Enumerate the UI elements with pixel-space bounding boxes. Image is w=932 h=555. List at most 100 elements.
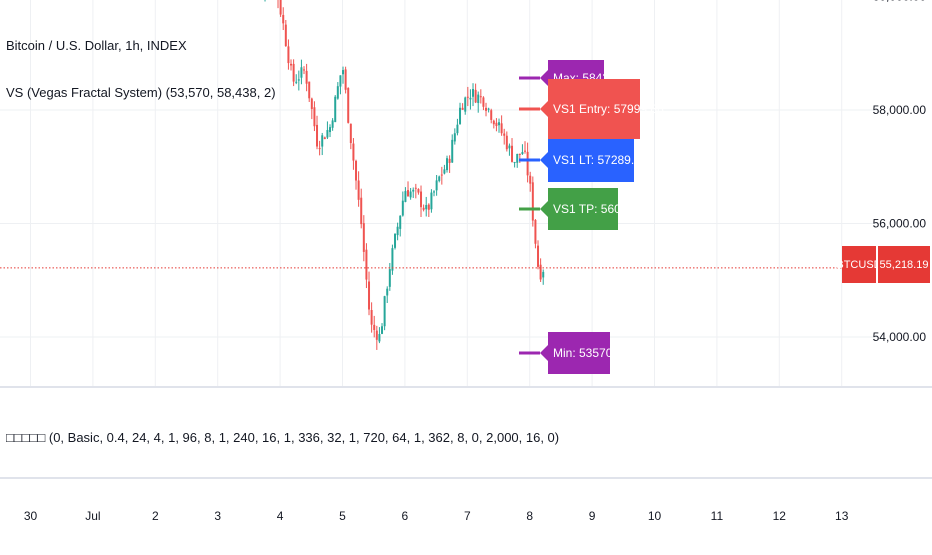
candle (440, 166, 443, 185)
candle-body (336, 86, 339, 99)
candle (292, 59, 295, 87)
candle (500, 115, 503, 136)
candle-body (440, 174, 443, 176)
candle (310, 97, 313, 120)
x-tick-label: 9 (589, 509, 596, 523)
candle (438, 175, 441, 183)
candle-body (526, 151, 529, 176)
candle-body (487, 108, 490, 110)
candle (383, 295, 386, 331)
candle-body (321, 135, 324, 147)
candle (433, 190, 436, 197)
candle-body (375, 330, 378, 340)
candle-body (500, 123, 503, 134)
candle (344, 66, 347, 94)
candle-body (404, 191, 407, 202)
candle-body (495, 122, 498, 127)
x-tick-label: 7 (464, 509, 471, 523)
candle (394, 233, 397, 250)
symbol-badge-bg (842, 246, 876, 283)
candle (336, 82, 339, 100)
candle-body (316, 124, 319, 147)
candle (316, 115, 319, 150)
chart-grid (0, 0, 932, 479)
candle-body (344, 69, 347, 90)
level-label-text: VS1 Entry: 57999.88 (553, 102, 664, 116)
candle-body (396, 226, 399, 236)
candle (282, 7, 285, 31)
level-label-text: VS1 LT: 57289.132 (553, 153, 655, 167)
candle-body (362, 223, 365, 252)
candle-body (368, 281, 371, 310)
candle (365, 243, 368, 289)
candle (321, 132, 324, 156)
candle-body (469, 97, 472, 100)
y-tick-label: 58,000.00 (873, 103, 927, 117)
x-tick-label: 8 (526, 509, 533, 523)
candle (427, 203, 430, 218)
candle-body (474, 89, 477, 103)
candle (529, 171, 532, 192)
price-badge[interactable]: 55,218.19 (878, 246, 930, 283)
candle (466, 86, 469, 107)
candle-body (287, 46, 290, 64)
candle-body (383, 296, 386, 327)
candle (362, 215, 365, 262)
candle (357, 171, 360, 207)
candle (386, 286, 389, 304)
candle-body (420, 191, 423, 208)
candle-body (542, 271, 545, 278)
candle-body (391, 248, 394, 271)
candle-body (318, 148, 321, 150)
candle (388, 263, 391, 291)
candle-body (433, 191, 436, 193)
candle-body (370, 309, 373, 325)
x-tick-label: 10 (648, 509, 662, 523)
candle (464, 96, 467, 115)
candle (451, 134, 454, 163)
candle (277, 0, 279, 9)
price-axis: 54,000.00 56,000.00 58,000.00 60,000.00 (873, 0, 927, 344)
candle (469, 89, 472, 110)
candle-body (355, 160, 358, 181)
candle (513, 161, 516, 168)
candle-body (490, 110, 493, 120)
candle (534, 219, 537, 249)
candle (373, 315, 376, 338)
candle-body (539, 264, 542, 280)
candle-body (331, 120, 334, 128)
candle-body (446, 158, 449, 171)
symbol-badge[interactable]: BTCUSD (836, 246, 882, 283)
candle-body (305, 70, 308, 84)
candle (422, 204, 425, 212)
candle-body (477, 94, 480, 104)
candle-body (313, 107, 316, 127)
candle-body (503, 133, 506, 136)
candle-body (308, 81, 311, 99)
candle-body (466, 96, 469, 98)
candle-body (443, 169, 446, 174)
candle (349, 123, 352, 150)
candle-body (430, 192, 433, 210)
candle-body (472, 89, 475, 97)
candle (485, 102, 488, 117)
candle (409, 187, 412, 200)
level-label-bg (540, 332, 610, 374)
candle-body (292, 63, 295, 82)
candle (414, 183, 417, 199)
chart-title: Bitcoin / U.S. Dollar, 1h, INDEX (6, 38, 187, 53)
candle (482, 96, 485, 111)
candle (443, 164, 446, 175)
candle (323, 136, 326, 140)
candle-body (407, 190, 410, 197)
candle (461, 103, 464, 110)
level-label-tp: VS1 TP: 56004 (519, 188, 634, 230)
candle-body (381, 326, 384, 334)
candle (524, 141, 527, 154)
y-tick-label: 54,000.00 (873, 330, 927, 344)
candle-body (529, 175, 532, 184)
candle-body (459, 107, 462, 124)
candle (477, 91, 480, 113)
